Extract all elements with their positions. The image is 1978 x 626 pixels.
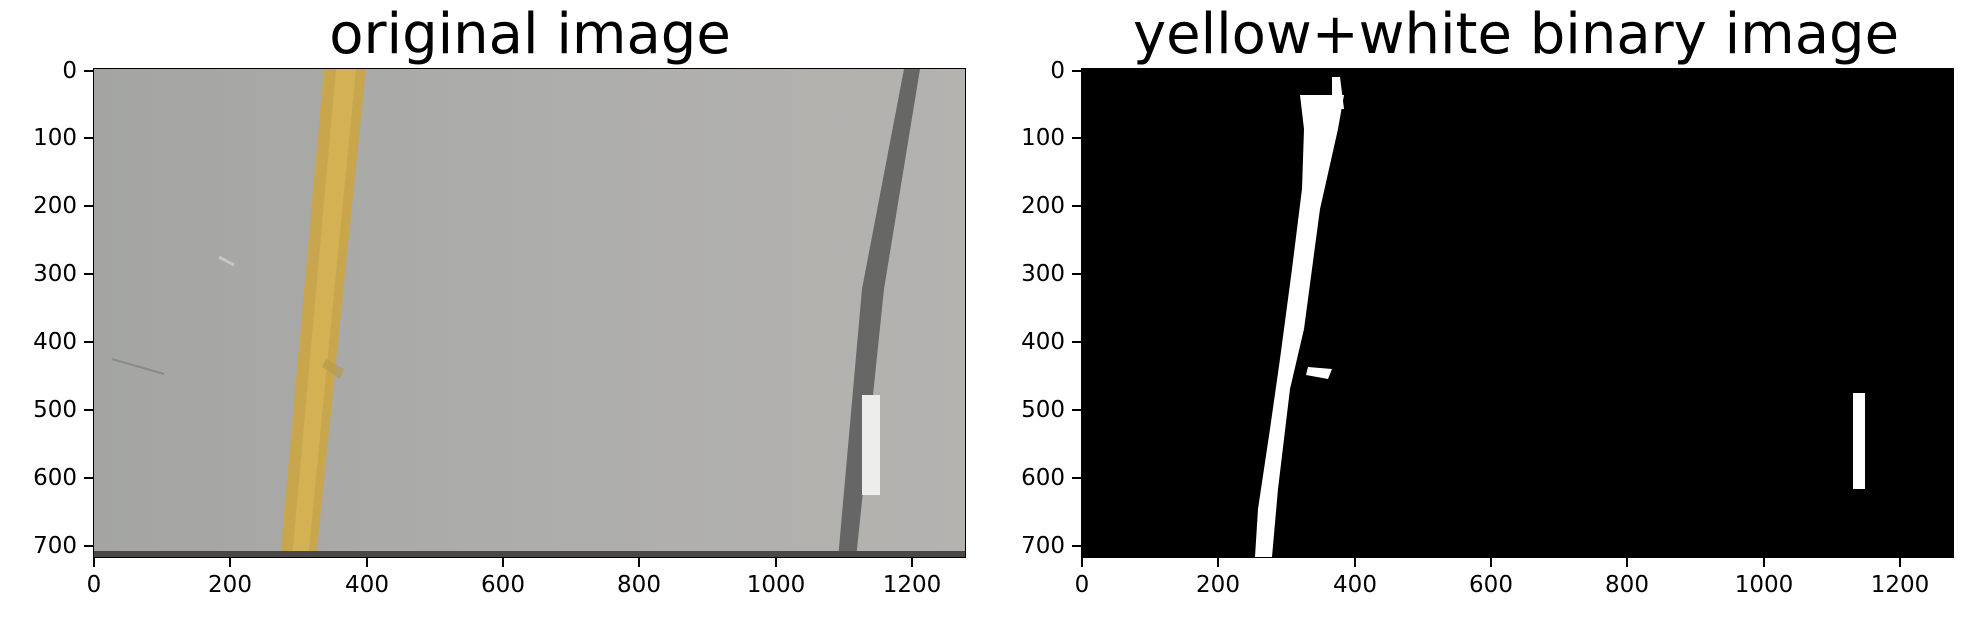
x-tick-label: 800 [1605, 572, 1649, 598]
y-tick-label: 100 [1021, 125, 1065, 151]
car-hood-edge [94, 551, 965, 557]
y-tick-label: 300 [1021, 261, 1065, 287]
y-tick-label: 500 [33, 397, 77, 423]
left-lane-mask [1255, 95, 1344, 557]
mask-background [1082, 69, 1953, 557]
y-tick-label: 200 [33, 193, 77, 219]
x-tick-label: 600 [1469, 572, 1513, 598]
y-tick-label: 600 [33, 465, 77, 491]
y-tick-label: 600 [1021, 465, 1065, 491]
y-tick-label: 300 [33, 261, 77, 287]
x-tick-label: 600 [481, 572, 525, 598]
original-image-panel: original image [33, 2, 966, 598]
y-tick-label: 0 [1050, 58, 1065, 84]
road-surface [94, 69, 965, 557]
x-tick-label: 400 [1333, 572, 1377, 598]
x-tick-label: 1000 [1734, 572, 1794, 598]
x-tick-label: 1200 [1870, 572, 1930, 598]
right-lane-mask [1853, 393, 1865, 489]
y-tick-label: 400 [1021, 329, 1065, 355]
y-tick-label: 200 [1021, 193, 1065, 219]
road-photo [94, 69, 965, 557]
x-tick-label: 1000 [746, 572, 806, 598]
y-tick-label: 500 [1021, 397, 1065, 423]
x-tick-label: 0 [1074, 572, 1090, 598]
binary-image-plot [1081, 68, 1954, 558]
dark-lane-line [838, 69, 920, 557]
binary-mask [1082, 69, 1953, 557]
x-tick-label: 200 [208, 572, 252, 598]
y-tick-label: 0 [62, 58, 77, 84]
x-tick-label: 800 [617, 572, 661, 598]
original-image-title: original image [329, 2, 731, 67]
white-patch [862, 395, 880, 495]
x-tick-label: 400 [345, 572, 389, 598]
binary-image-title: yellow+white binary image [1132, 2, 1900, 67]
original-image-plot [93, 68, 966, 558]
y-tick-label: 700 [33, 533, 77, 559]
x-tick-label: 200 [1196, 572, 1240, 598]
x-tick-label: 1200 [882, 572, 942, 598]
binary-image-panel: yellow+white binary image 0 100 200 300 … [989, 0, 1978, 626]
x-tick-label: 0 [86, 572, 102, 598]
y-tick-label: 100 [33, 125, 77, 151]
y-tick-label: 700 [1021, 533, 1065, 559]
y-tick-label: 400 [33, 329, 77, 355]
